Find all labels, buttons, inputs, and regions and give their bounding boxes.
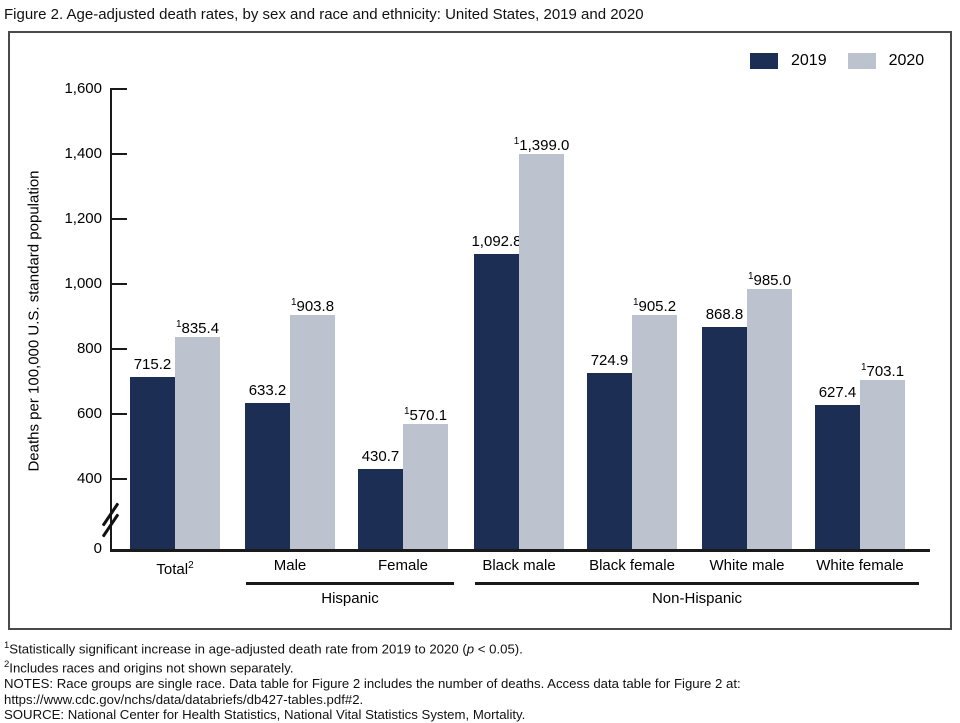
legend-item-2019: 2019	[750, 52, 827, 70]
y-axis-line	[110, 88, 112, 552]
legend-label-2020: 2020	[888, 52, 925, 69]
bar-value-label: 1905.2	[632, 296, 677, 315]
bar-value-label: 11,399.0	[513, 136, 570, 155]
footnote-url: https://www.cdc.gov/nchs/data/databriefs…	[4, 691, 364, 707]
bar-2020-3	[519, 154, 564, 549]
legend-swatch-2020	[847, 53, 876, 69]
group-line-non-hispanic	[475, 582, 919, 585]
bar-value-label: 430.7	[361, 448, 400, 466]
bar-2020-2	[403, 423, 448, 549]
bar-value-label: 1,092.8	[471, 232, 522, 250]
y-tick	[112, 153, 127, 155]
y-tick-label: 800	[76, 340, 102, 357]
y-tick	[112, 348, 127, 350]
chart-frame: 2019 2020 Deaths per 100,000 U.S. standa…	[8, 31, 952, 630]
group-line-hispanic	[246, 582, 454, 585]
y-tick-label: 400	[76, 470, 102, 487]
bar-value-label: 868.8	[705, 305, 744, 323]
footnote-2: 2Includes races and origins not shown se…	[4, 658, 294, 676]
bar-value-label: 633.2	[248, 382, 287, 400]
bar-value-label: 724.9	[590, 352, 629, 370]
category-label-black-female: Black female	[589, 557, 675, 574]
bar-value-label: 627.4	[818, 384, 857, 402]
y-tick	[112, 88, 127, 90]
bar-2019-5	[702, 326, 747, 549]
category-label-male: Male	[273, 557, 307, 574]
y-tick-label: 1,200	[64, 210, 102, 227]
category-label-black-male: Black male	[482, 557, 556, 574]
bar-2019-3	[474, 253, 519, 549]
bar-value-label: 1903.8	[290, 297, 335, 316]
bar-2020-1	[290, 315, 335, 549]
category-label-white-male: White male	[709, 557, 785, 574]
y-tick-label: 1,000	[64, 275, 102, 292]
y-tick	[112, 478, 127, 480]
legend: 2019 2020	[750, 52, 924, 70]
y-tick-label: 1,600	[64, 80, 102, 97]
bar-2020-5	[747, 288, 792, 549]
legend-swatch-2019	[750, 53, 778, 69]
bar-2019-2	[358, 469, 403, 549]
legend-label-2019: 2019	[791, 52, 827, 69]
category-label-female: Female	[377, 557, 429, 574]
group-label-non-hispanic: Non-Hispanic	[651, 590, 743, 607]
y-tick	[112, 283, 127, 285]
plot-area: 0 400 600 800 1,000 1,200 1,400 1,600 715.2 633.2…	[10, 33, 950, 628]
bar-value-label: 1985.0	[747, 270, 792, 289]
y-tick	[112, 413, 127, 415]
figure-title: Figure 2. Age-adjusted death rates, by s…	[4, 6, 644, 23]
footnotes: 1Statistically significant increase in a…	[4, 638, 741, 723]
footnote-notes: NOTES: Race groups are single race. Data…	[4, 675, 741, 691]
bar-value-label: 1570.1	[403, 405, 448, 424]
bar-2019-0	[130, 376, 175, 549]
bar-2019-4	[587, 373, 632, 549]
bar-2019-1	[245, 403, 290, 549]
y-tick-label: 0	[93, 540, 102, 557]
bar-value-label: 1703.1	[860, 362, 905, 381]
bar-value-label: 715.2	[133, 355, 172, 373]
bar-2020-6	[860, 380, 905, 549]
bar-value-label: 1835.4	[175, 319, 220, 338]
group-label-hispanic: Hispanic	[321, 590, 379, 607]
y-tick-label: 1,400	[64, 145, 102, 162]
category-label-total: Total2	[156, 560, 194, 578]
bar-2020-4	[632, 314, 677, 549]
y-tick-label: 600	[76, 405, 102, 422]
footnote-1: 1Statistically significant increase in a…	[4, 640, 523, 657]
category-label-white-female: White female	[816, 557, 904, 574]
footnote-source: SOURCE: National Center for Health Stati…	[4, 707, 526, 723]
bar-2019-6	[815, 405, 860, 549]
bar-2020-0	[175, 337, 220, 549]
legend-item-2020: 2020	[847, 52, 925, 70]
y-tick	[112, 218, 127, 220]
x-axis-line	[110, 549, 930, 552]
